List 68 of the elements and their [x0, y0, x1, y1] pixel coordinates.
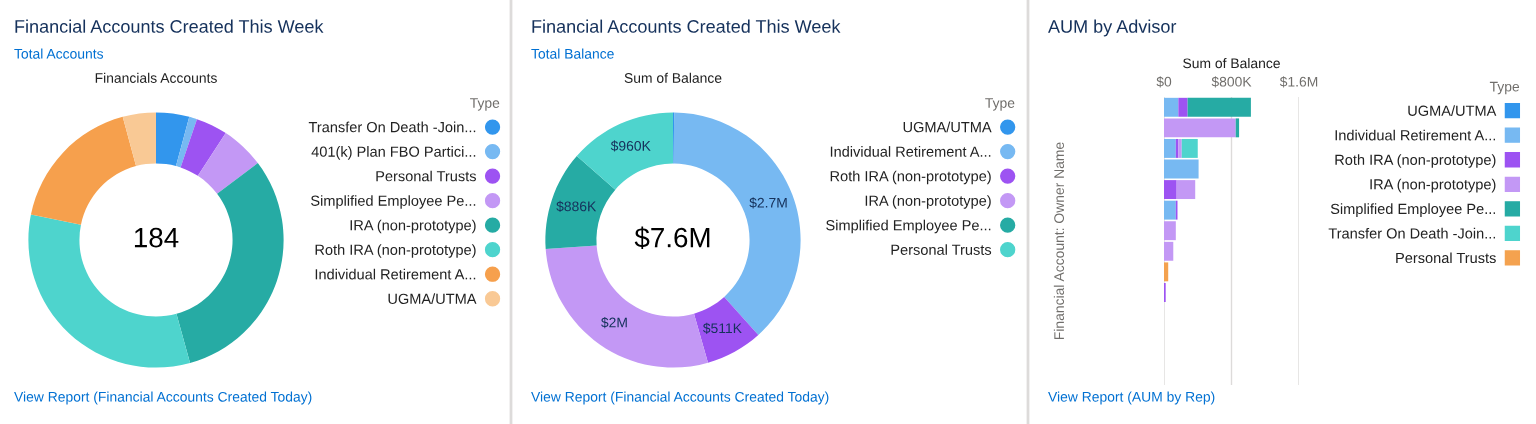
text: View Report (Financial Accounts Created Today) [531, 391, 829, 405]
bar [1164, 241, 1174, 261]
text: $7.6M [634, 226, 710, 250]
bar [1164, 97, 1179, 117]
text: 184 [134, 227, 179, 248]
bar [1164, 262, 1169, 282]
legend-label: Personal Trusts [891, 244, 992, 255]
chart-title: AUM by Advisor [1048, 19, 1177, 37]
legend-label: Roth IRA (non-prototype) [315, 244, 476, 258]
legend-label: Transfer On Death -Join... [308, 121, 476, 133]
bar [1164, 200, 1176, 220]
chart-title: Financial Accounts Created This Week [532, 19, 841, 33]
legend-label: IRA (non-prototype) [1370, 178, 1496, 193]
legend-label: Roth IRA (non-prototype) [830, 170, 991, 185]
donut-slice [180, 119, 226, 176]
chart-subtitle: Total Balance [531, 48, 614, 59]
bar [1181, 138, 1198, 158]
donut-slice [576, 112, 673, 190]
donut-slice [30, 116, 137, 225]
chart-subtitle: Total Accounts [14, 48, 104, 59]
legend-label: IRA (non-prototype) [350, 219, 476, 234]
legend-label: Simplified Employee Pe... [1330, 203, 1496, 217]
legend-label: Simplified Employee Pe... [311, 195, 476, 209]
legend-label: Individual Retirement A... [315, 268, 476, 280]
legend-label: Roth IRA (non-prototype) [1335, 154, 1496, 168]
legend-label: UGMA/UTMA [1408, 105, 1497, 116]
bar [1164, 138, 1176, 158]
legend-label: UGMA/UTMA [388, 293, 477, 304]
bar [1176, 180, 1196, 200]
data-label: $960K [610, 140, 651, 152]
x-axis-title: Sum of Balance [1183, 58, 1280, 69]
bar [1164, 159, 1199, 179]
text: View Report (AUM by Rep) [1048, 391, 1215, 405]
data-label: $886K [556, 200, 597, 213]
donut-slice [28, 214, 191, 368]
x-tick-label: $800K [1211, 76, 1252, 88]
donut-slice [694, 296, 759, 363]
legend-label: IRA (non-prototype) [865, 195, 991, 209]
donut-slice [545, 156, 616, 249]
bar [1164, 180, 1177, 200]
legend-title: Type [985, 98, 1015, 111]
legend-label: Personal Trusts [1396, 252, 1496, 264]
donut-slice [197, 133, 258, 194]
chart-title: Financial Accounts Created This Week [15, 19, 324, 33]
legend-title: Type [1489, 81, 1520, 95]
bar [1178, 97, 1188, 117]
legend-label: 401(k) Plan FBO Partici... [311, 146, 476, 160]
bar [1164, 118, 1236, 138]
donut-slice [122, 112, 156, 167]
legend-label: Transfer On Death -Join... [1328, 227, 1496, 239]
legend-label: Individual Retirement A... [1335, 129, 1496, 141]
legend-title: Type [470, 98, 500, 111]
text: Financials Accounts [95, 72, 217, 83]
y-axis-title: Financial Account: Owner Name [1053, 142, 1065, 340]
donut-slice [175, 116, 197, 168]
x-tick-label: $1.6M [1279, 76, 1318, 88]
text: View Report (Financial Accounts Created Today) [14, 391, 312, 405]
donut-slice [156, 112, 190, 167]
bar [1164, 221, 1176, 241]
legend-label: Personal Trusts [376, 170, 476, 182]
data-label: $511K [702, 322, 742, 334]
data-label: $2.7M [749, 197, 787, 209]
legend-label: Simplified Employee Pe... [826, 219, 991, 234]
legend-label: UGMA/UTMA [903, 121, 992, 133]
x-tick-label: $0 [1156, 76, 1172, 88]
data-label: $2M [601, 316, 627, 329]
legend-label: Individual Retirement A... [830, 146, 991, 157]
text: Sum of Balance [624, 72, 722, 83]
